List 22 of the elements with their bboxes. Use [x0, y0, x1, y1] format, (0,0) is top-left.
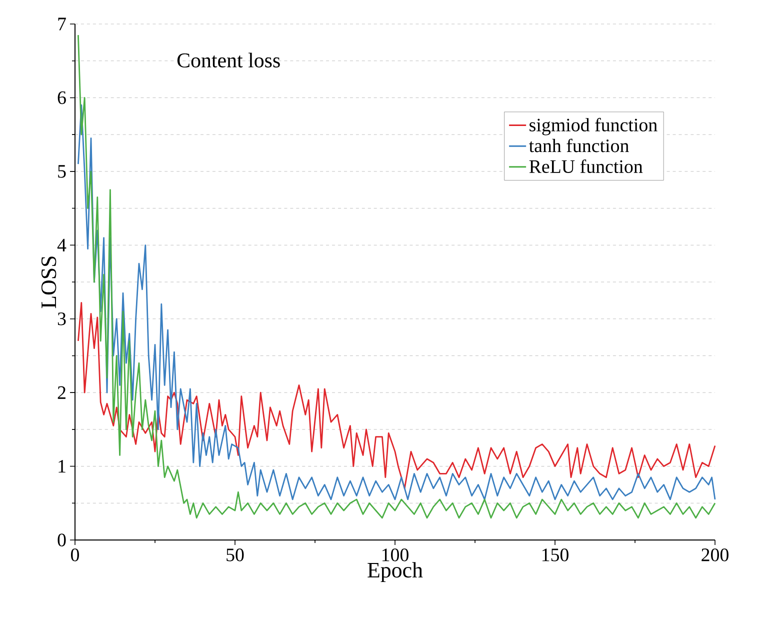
- y-tick-label: 5: [58, 165, 66, 178]
- legend-label: tanh function: [529, 138, 629, 152]
- legend-label: ReLU function: [529, 159, 643, 174]
- x-tick-label: 200: [702, 548, 728, 562]
- legend-label: sigmiod function: [530, 118, 658, 136]
- y-tick-label: 0: [58, 534, 66, 546]
- line-series: [78, 104, 716, 500]
- x-axis-title: Epoch: [368, 562, 423, 582]
- x-tick-label: 0: [70, 548, 79, 562]
- text: Content loss: [177, 52, 280, 68]
- line-series: [78, 34, 716, 519]
- y-tick-label: 4: [57, 238, 66, 252]
- line-series: [78, 302, 716, 490]
- y-tick-label: 1: [58, 460, 66, 473]
- y-axis-title: LOSS: [41, 256, 56, 308]
- x-tick-label: 150: [542, 548, 568, 562]
- y-tick-label: 2: [58, 386, 66, 399]
- y-tick-label: 3: [58, 312, 66, 326]
- x-tick-label: 100: [382, 548, 408, 562]
- y-tick-label: 7: [58, 18, 66, 30]
- x-tick-label: 50: [226, 548, 244, 562]
- y-tick-label: 6: [58, 91, 66, 104]
